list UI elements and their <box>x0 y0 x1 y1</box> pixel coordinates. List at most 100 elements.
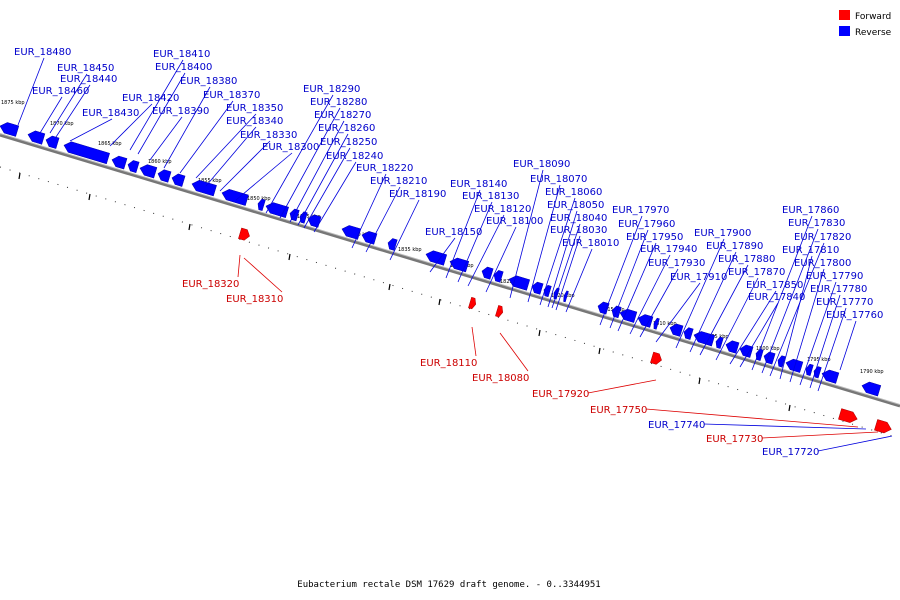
leader-line <box>689 251 737 353</box>
scale-tick <box>388 283 391 291</box>
kbp-tick-label: 1800 kbp <box>756 346 780 352</box>
gene-label-eur_18050: EUR_18050 <box>547 200 604 211</box>
gene-label-eur_18270: EUR_18270 <box>314 110 371 121</box>
gene-label-eur_18480: EUR_18480 <box>14 47 71 58</box>
reverse-gene-arrow <box>45 135 60 149</box>
gene-label-eur_17820: EUR_17820 <box>794 232 851 243</box>
leader-line <box>235 152 293 201</box>
gene-label-eur_17720: EUR_17720 <box>762 447 819 458</box>
scale-tick <box>698 377 701 385</box>
gene-label-eur_18320: EUR_18320 <box>182 279 239 290</box>
reverse-gene-arrow <box>653 317 660 330</box>
leader-line <box>789 268 825 383</box>
gene-label-eur_17930: EUR_17930 <box>648 258 705 269</box>
gene-label-eur_18080: EUR_18080 <box>472 373 529 384</box>
leader-line <box>715 277 759 361</box>
leader-line <box>429 237 456 273</box>
gene-label-eur_17910: EUR_17910 <box>670 272 727 283</box>
gene-label-eur_18280: EUR_18280 <box>310 97 367 108</box>
leader-line <box>289 120 345 223</box>
genome-caption: Eubacterium rectale DSM 17629 draft geno… <box>297 580 600 590</box>
leader-line <box>675 238 725 349</box>
reverse-gene-arrow <box>805 363 814 377</box>
gene-label-eur_17940: EUR_17940 <box>640 244 697 255</box>
forward-gene-arrow <box>238 227 250 241</box>
reverse-gene-arrow <box>299 211 308 224</box>
leader-line <box>279 107 341 219</box>
leader-line <box>645 408 859 428</box>
gene-label-eur_17750: EUR_17750 <box>590 405 647 416</box>
kbp-tick-label: 1840 kbp <box>348 232 372 238</box>
leader-line <box>243 257 283 293</box>
leader-line <box>729 290 777 365</box>
reverse-gene-arrow <box>543 284 552 298</box>
leader-line <box>809 294 841 389</box>
gene-label-eur_17900: EUR_17900 <box>694 228 751 239</box>
legend-reverse-label: Reverse <box>855 28 892 38</box>
gene-label-eur_17920: EUR_17920 <box>532 389 589 400</box>
leader-line <box>17 57 45 126</box>
leader-line <box>599 215 643 326</box>
leader-line <box>547 210 578 308</box>
leader-line <box>617 242 657 332</box>
gene-label-eur_18340: EUR_18340 <box>226 116 283 127</box>
leader-line <box>609 229 649 329</box>
gene-label-eur_18240: EUR_18240 <box>326 151 383 162</box>
gene-label-eur_17760: EUR_17760 <box>826 310 883 321</box>
gene-label-eur_18140: EUR_18140 <box>450 179 507 190</box>
leader-line <box>499 332 529 372</box>
gene-label-eur_18260: EUR_18260 <box>318 123 375 134</box>
leader-line <box>109 103 153 147</box>
scale-tick <box>188 223 191 231</box>
leader-line <box>527 184 561 303</box>
reverse-gene-arrow <box>715 336 724 349</box>
genome-backbone-highlight <box>0 133 900 405</box>
leader-line <box>587 379 657 394</box>
gene-label-eur_18430: EUR_18430 <box>82 108 139 119</box>
kbp-tick-label: 1870 kbp <box>50 121 74 127</box>
forward-gene-arrow <box>874 419 892 434</box>
gene-label-eur_18300: EUR_18300 <box>262 142 319 153</box>
kbp-tick-label: 1810 kbp <box>653 321 677 327</box>
leader-line <box>471 326 477 357</box>
leader-line <box>779 255 813 380</box>
legend-reverse-swatch <box>839 26 850 36</box>
gene-label-eur_18400: EUR_18400 <box>155 62 212 73</box>
leader-line <box>551 223 581 309</box>
leader-line <box>219 140 271 192</box>
reverse-gene-arrow <box>0 122 20 137</box>
reverse-gene-arrow <box>821 369 840 384</box>
reverse-gene-arrow <box>763 351 776 365</box>
kbp-tick-label: 1850 kbp <box>247 196 271 202</box>
gene-label-eur_17870: EUR_17870 <box>728 267 785 278</box>
kbp-tick-label: 1835 kbp <box>398 247 422 253</box>
legend-forward-label: Forward <box>855 12 891 22</box>
label-leader-lines <box>17 57 893 452</box>
gene-label-eur_18450: EUR_18450 <box>57 63 114 74</box>
gene-label-eur_18210: EUR_18210 <box>370 176 427 187</box>
reverse-gene-arrow <box>493 270 504 283</box>
reverse-gene-arrow <box>637 314 654 328</box>
leader-line <box>799 281 837 386</box>
reverse-gene-arrow <box>341 225 362 240</box>
gene-label-eur_17880: EUR_17880 <box>718 254 775 265</box>
forward-gene-arrow <box>838 408 858 423</box>
leader-line <box>539 197 576 306</box>
scale-tick <box>598 347 601 355</box>
reverse-gene-arrow <box>861 381 882 397</box>
reverse-gene-arrow <box>307 214 322 228</box>
gene-label-eur_18420: EUR_18420 <box>122 93 179 104</box>
leader-line <box>179 100 234 174</box>
gene-label-eur_18100: EUR_18100 <box>486 216 543 227</box>
gene-label-eur_18220: EUR_18220 <box>356 163 413 174</box>
leader-line <box>55 84 91 138</box>
gene-label-eur_17780: EUR_17780 <box>810 284 867 295</box>
reverse-gene-arrow <box>683 327 694 340</box>
leader-line <box>655 282 701 343</box>
gene-label-eur_18090: EUR_18090 <box>513 159 570 170</box>
gene-label-eur_18330: EUR_18330 <box>240 130 297 141</box>
scale-tick <box>538 329 541 337</box>
reverse-gene-arrow <box>221 189 249 206</box>
leader-line <box>297 133 349 226</box>
gene-label-eur_18440: EUR_18440 <box>60 74 117 85</box>
